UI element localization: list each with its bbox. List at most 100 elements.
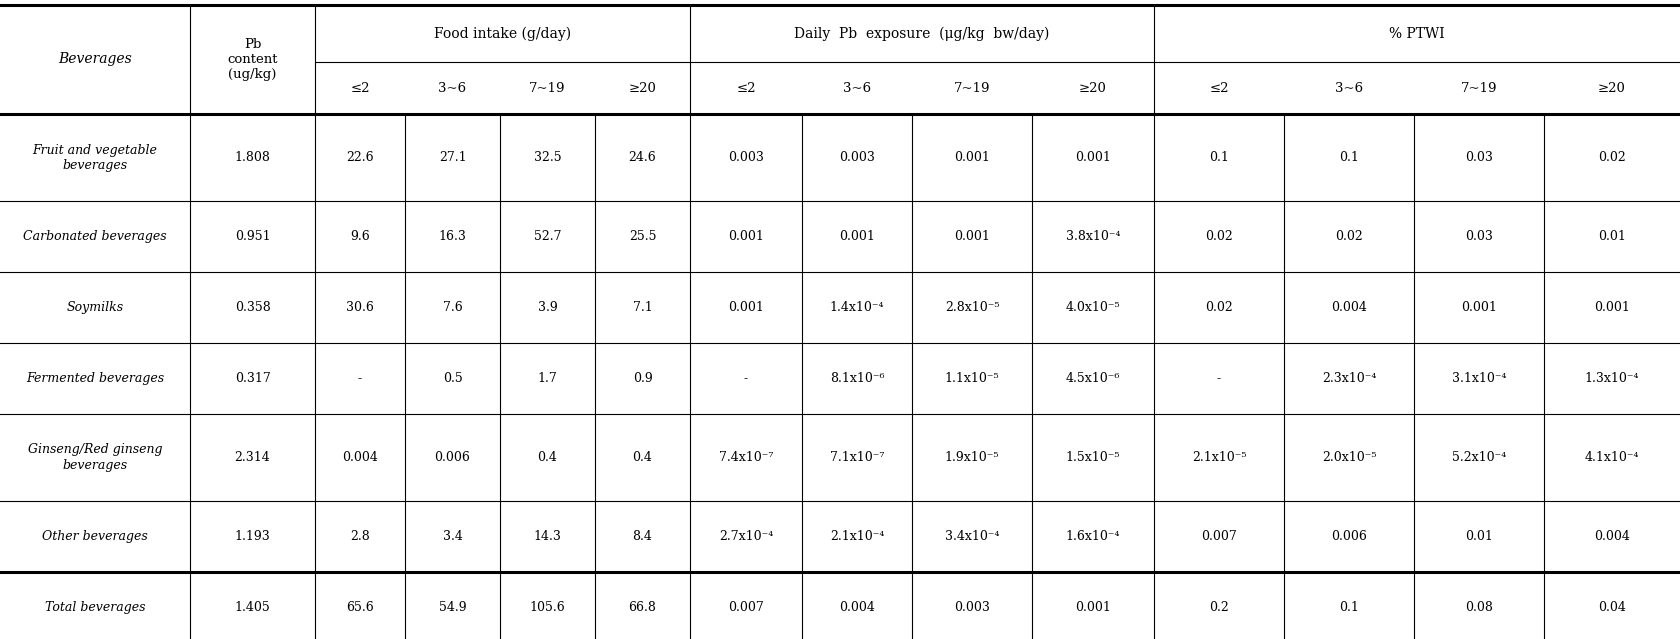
Text: 8.1x10⁻⁶: 8.1x10⁻⁶ bbox=[830, 372, 884, 385]
Text: Total beverages: Total beverages bbox=[45, 601, 144, 614]
Text: ≥20: ≥20 bbox=[1079, 82, 1107, 95]
Text: 1.3x10⁻⁴: 1.3x10⁻⁴ bbox=[1584, 372, 1640, 385]
Text: 0.358: 0.358 bbox=[235, 301, 270, 314]
Text: ≤2: ≤2 bbox=[349, 82, 370, 95]
Text: 0.08: 0.08 bbox=[1465, 601, 1494, 614]
Text: 66.8: 66.8 bbox=[628, 601, 657, 614]
Text: 4.5x10⁻⁶: 4.5x10⁻⁶ bbox=[1065, 372, 1121, 385]
Text: 22.6: 22.6 bbox=[346, 151, 375, 164]
Text: 0.317: 0.317 bbox=[235, 372, 270, 385]
Text: 1.7: 1.7 bbox=[538, 372, 558, 385]
Text: 4.0x10⁻⁵: 4.0x10⁻⁵ bbox=[1065, 301, 1121, 314]
Text: 0.01: 0.01 bbox=[1598, 230, 1626, 243]
Text: 7.1x10⁻⁷: 7.1x10⁻⁷ bbox=[830, 451, 884, 464]
Text: Fermented beverages: Fermented beverages bbox=[25, 372, 165, 385]
Text: 1.4x10⁻⁴: 1.4x10⁻⁴ bbox=[830, 301, 884, 314]
Text: 14.3: 14.3 bbox=[534, 530, 561, 543]
Text: 7~19: 7~19 bbox=[954, 82, 990, 95]
Text: -: - bbox=[358, 372, 363, 385]
Text: 105.6: 105.6 bbox=[529, 601, 566, 614]
Text: 7~19: 7~19 bbox=[529, 82, 566, 95]
Text: Daily  Pb  exposure  (μg/kg  bw/day): Daily Pb exposure (μg/kg bw/day) bbox=[795, 26, 1050, 41]
Text: 16.3: 16.3 bbox=[438, 230, 467, 243]
Text: 7~19: 7~19 bbox=[1460, 82, 1497, 95]
Text: 0.001: 0.001 bbox=[1462, 301, 1497, 314]
Text: 54.9: 54.9 bbox=[438, 601, 467, 614]
Text: 2.314: 2.314 bbox=[235, 451, 270, 464]
Text: 8.4: 8.4 bbox=[633, 530, 652, 543]
Text: 0.001: 0.001 bbox=[727, 301, 764, 314]
Text: -: - bbox=[744, 372, 748, 385]
Text: 7.6: 7.6 bbox=[442, 301, 462, 314]
Text: 27.1: 27.1 bbox=[438, 151, 467, 164]
Text: 0.001: 0.001 bbox=[1075, 151, 1110, 164]
Text: 1.6x10⁻⁴: 1.6x10⁻⁴ bbox=[1065, 530, 1121, 543]
Text: 3~6: 3~6 bbox=[1336, 82, 1362, 95]
Text: 2.7x10⁻⁴: 2.7x10⁻⁴ bbox=[719, 530, 773, 543]
Text: 0.01: 0.01 bbox=[1465, 530, 1494, 543]
Text: 0.001: 0.001 bbox=[1594, 301, 1630, 314]
Text: 0.951: 0.951 bbox=[235, 230, 270, 243]
Text: 1.808: 1.808 bbox=[235, 151, 270, 164]
Text: 0.02: 0.02 bbox=[1205, 230, 1233, 243]
Text: 0.003: 0.003 bbox=[727, 151, 764, 164]
Text: 4.1x10⁻⁴: 4.1x10⁻⁴ bbox=[1584, 451, 1640, 464]
Text: 30.6: 30.6 bbox=[346, 301, 375, 314]
Text: 65.6: 65.6 bbox=[346, 601, 375, 614]
Text: 3.1x10⁻⁴: 3.1x10⁻⁴ bbox=[1452, 372, 1507, 385]
Text: 9.6: 9.6 bbox=[349, 230, 370, 243]
Text: Beverages: Beverages bbox=[59, 52, 131, 66]
Text: 0.2: 0.2 bbox=[1210, 601, 1228, 614]
Text: 0.001: 0.001 bbox=[954, 230, 990, 243]
Text: ≥20: ≥20 bbox=[1598, 82, 1626, 95]
Text: 0.4: 0.4 bbox=[633, 451, 652, 464]
Text: Ginseng/Red ginseng
beverages: Ginseng/Red ginseng beverages bbox=[29, 443, 163, 472]
Text: 7.1: 7.1 bbox=[633, 301, 652, 314]
Text: 25.5: 25.5 bbox=[628, 230, 657, 243]
Text: 0.004: 0.004 bbox=[1594, 530, 1630, 543]
Text: ≤2: ≤2 bbox=[736, 82, 756, 95]
Text: 0.1: 0.1 bbox=[1339, 601, 1359, 614]
Text: ≥20: ≥20 bbox=[628, 82, 657, 95]
Text: ≤2: ≤2 bbox=[1210, 82, 1228, 95]
Text: 2.1x10⁻⁴: 2.1x10⁻⁴ bbox=[830, 530, 884, 543]
Text: 3.8x10⁻⁴: 3.8x10⁻⁴ bbox=[1065, 230, 1121, 243]
Text: 2.3x10⁻⁴: 2.3x10⁻⁴ bbox=[1322, 372, 1376, 385]
Text: 0.001: 0.001 bbox=[954, 151, 990, 164]
Text: 0.1: 0.1 bbox=[1210, 151, 1230, 164]
Text: Food intake (g/day): Food intake (g/day) bbox=[433, 26, 571, 41]
Text: 1.193: 1.193 bbox=[235, 530, 270, 543]
Text: 0.003: 0.003 bbox=[838, 151, 875, 164]
Text: 2.1x10⁻⁵: 2.1x10⁻⁵ bbox=[1191, 451, 1247, 464]
Text: Fruit and vegetable
beverages: Fruit and vegetable beverages bbox=[32, 144, 158, 171]
Text: 0.001: 0.001 bbox=[1075, 601, 1110, 614]
Text: 0.001: 0.001 bbox=[838, 230, 875, 243]
Text: 0.02: 0.02 bbox=[1205, 301, 1233, 314]
Text: 0.004: 0.004 bbox=[343, 451, 378, 464]
Text: 3~6: 3~6 bbox=[438, 82, 467, 95]
Text: 0.006: 0.006 bbox=[435, 451, 470, 464]
Text: 0.007: 0.007 bbox=[727, 601, 764, 614]
Text: 0.007: 0.007 bbox=[1201, 530, 1236, 543]
Text: Pb
content
(ug/kg): Pb content (ug/kg) bbox=[227, 38, 277, 81]
Text: 3.4x10⁻⁴: 3.4x10⁻⁴ bbox=[944, 530, 1000, 543]
Text: 0.02: 0.02 bbox=[1336, 230, 1362, 243]
Text: 1.5x10⁻⁵: 1.5x10⁻⁵ bbox=[1065, 451, 1121, 464]
Text: 1.1x10⁻⁵: 1.1x10⁻⁵ bbox=[944, 372, 1000, 385]
Text: 24.6: 24.6 bbox=[628, 151, 657, 164]
Text: 0.9: 0.9 bbox=[633, 372, 652, 385]
Text: 0.4: 0.4 bbox=[538, 451, 558, 464]
Text: Carbonated beverages: Carbonated beverages bbox=[24, 230, 166, 243]
Text: 3.9: 3.9 bbox=[538, 301, 558, 314]
Text: 1.9x10⁻⁵: 1.9x10⁻⁵ bbox=[944, 451, 1000, 464]
Text: 0.5: 0.5 bbox=[442, 372, 462, 385]
Text: 2.8: 2.8 bbox=[349, 530, 370, 543]
Text: 0.1: 0.1 bbox=[1339, 151, 1359, 164]
Text: 0.04: 0.04 bbox=[1598, 601, 1626, 614]
Text: Other beverages: Other beverages bbox=[42, 530, 148, 543]
Text: 0.004: 0.004 bbox=[838, 601, 875, 614]
Text: 2.0x10⁻⁵: 2.0x10⁻⁵ bbox=[1322, 451, 1376, 464]
Text: 0.03: 0.03 bbox=[1465, 151, 1494, 164]
Text: 32.5: 32.5 bbox=[534, 151, 561, 164]
Text: 5.2x10⁻⁴: 5.2x10⁻⁴ bbox=[1452, 451, 1507, 464]
